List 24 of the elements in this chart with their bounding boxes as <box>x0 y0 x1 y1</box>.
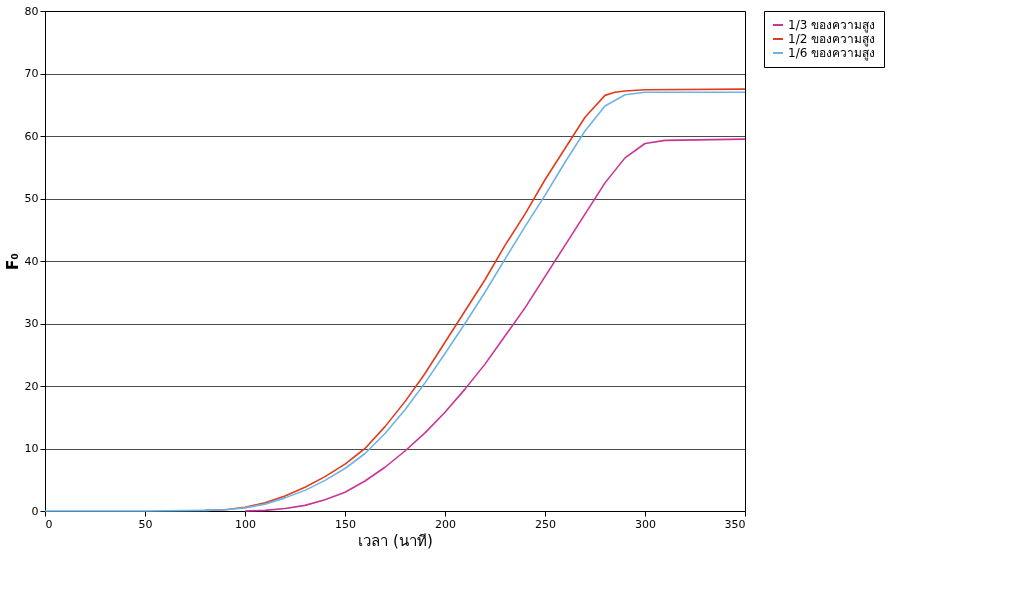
y-tick-label: 80 <box>24 4 39 18</box>
x-tick-label: 0 <box>45 517 53 531</box>
y-tick-label: 10 <box>24 442 39 455</box>
y-axis-title: F₀ <box>3 253 22 270</box>
y-tick-label: 20 <box>24 379 39 393</box>
x-tick-label: 350 <box>724 517 746 531</box>
legend-label: 1/3 ของความสูง <box>788 18 876 33</box>
y-tick-label: 60 <box>24 129 39 143</box>
y-tick-label: 30 <box>24 317 39 330</box>
y-tick-label: 0 <box>31 504 39 518</box>
x-tick-label: 250 <box>535 517 556 531</box>
line-series <box>44 91 746 512</box>
legend-label: 1/2 ของความสูง <box>788 32 876 47</box>
y-tick-label: 50 <box>24 192 39 205</box>
y-tick-label: 40 <box>24 254 39 268</box>
x-tick-label: 300 <box>635 517 656 531</box>
x-axis-title: เวลา (นาที) <box>358 531 433 550</box>
line-series <box>244 138 746 512</box>
x-tick-label: 150 <box>335 517 356 531</box>
x-tick-label: 200 <box>435 517 456 531</box>
y-tick-label: 70 <box>24 67 39 80</box>
legend-label: 1/6 ของความสูง <box>788 46 876 61</box>
x-tick-label: 100 <box>235 517 256 531</box>
x-tick-label: 50 <box>138 517 153 531</box>
